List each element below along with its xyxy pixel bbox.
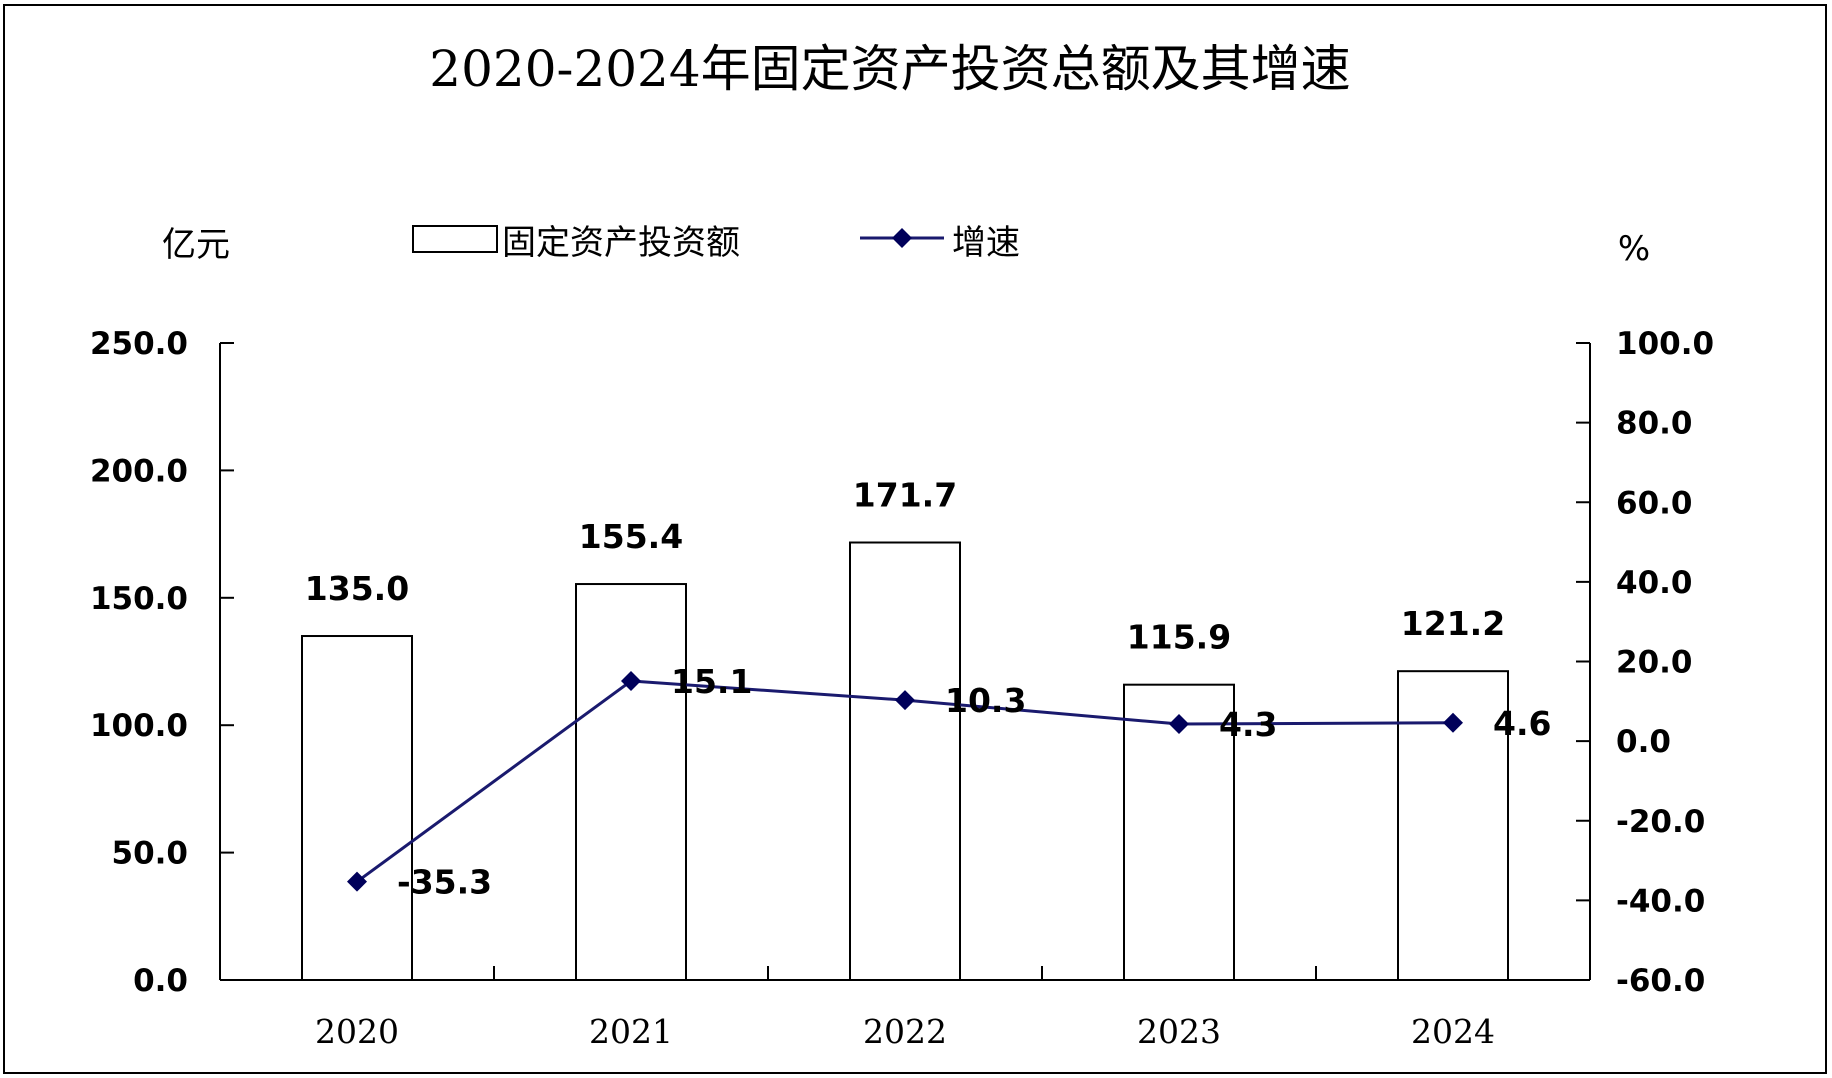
bar-value-label: 115.9 (1127, 618, 1231, 657)
legend-line-label: 增速 (952, 223, 1020, 263)
bar-value-label: 155.4 (579, 517, 683, 556)
bar-value-label: 121.2 (1401, 604, 1505, 643)
left-tick-label: 250.0 (90, 326, 188, 362)
growth-value-label: 10.3 (945, 681, 1026, 720)
x-tick-label: 2020 (315, 1012, 399, 1051)
bars (301, 541, 1509, 982)
right-tick-label: 0.0 (1616, 724, 1671, 760)
bar (849, 541, 961, 982)
chart-frame (3, 4, 1827, 1074)
x-tick-label: 2024 (1411, 1012, 1495, 1051)
bar (301, 635, 413, 982)
growth-value-label: -35.3 (397, 863, 492, 902)
x-tick-label: 2023 (1137, 1012, 1221, 1051)
legend-bar-swatch (412, 225, 498, 253)
left-axis-unit: 亿元 (162, 225, 230, 265)
right-tick-label: -40.0 (1616, 883, 1705, 919)
axes: 0.0 50.0 100.0 150.0 200.0 250.0 -60.0 -40.0 -20… (90, 326, 1714, 1051)
growth-value-label: 15.1 (671, 662, 752, 701)
growth-value-label: 4.6 (1493, 704, 1551, 743)
growth-point-marker (347, 871, 367, 892)
right-axis-unit: % (1618, 229, 1650, 269)
growth-point-marker (895, 690, 915, 711)
left-tick-label: 100.0 (90, 708, 188, 744)
right-tick-label: -20.0 (1616, 804, 1705, 840)
legend-line-marker (892, 228, 912, 248)
data-labels: 135.0 155.4 171.7 115.9 121.2 -35.3 15.1 10.3 4.… (305, 476, 1552, 902)
left-tick-label: 50.0 (112, 836, 189, 872)
bar (1123, 683, 1235, 982)
x-tick-label: 2021 (589, 1012, 673, 1051)
bar-value-label: 135.0 (305, 569, 409, 608)
right-tick-label: 100.0 (1616, 326, 1714, 362)
left-tick-label: 0.0 (133, 963, 188, 999)
right-tick-label: 20.0 (1616, 645, 1693, 681)
growth-line (347, 671, 1463, 892)
right-tick-label: 80.0 (1616, 406, 1693, 442)
bar (575, 583, 687, 981)
legend-bar-label: 固定资产投资额 (502, 223, 740, 263)
left-tick-label: 150.0 (90, 581, 188, 617)
left-tick-label: 200.0 (90, 453, 188, 489)
growth-point-marker (1443, 712, 1463, 733)
bar-value-label: 171.7 (853, 476, 957, 515)
growth-value-label: 4.3 (1219, 705, 1277, 744)
growth-point-marker (621, 671, 641, 692)
right-tick-label: 60.0 (1616, 485, 1693, 521)
chart-title: 2020-2024年固定资产投资总额及其增速 (429, 40, 1350, 98)
right-tick-label: 40.0 (1616, 565, 1693, 601)
x-tick-label: 2022 (863, 1012, 947, 1051)
legend: 固定资产投资额 增速 (412, 223, 1020, 263)
growth-point-marker (1169, 714, 1189, 735)
right-tick-label: -60.0 (1616, 963, 1705, 999)
